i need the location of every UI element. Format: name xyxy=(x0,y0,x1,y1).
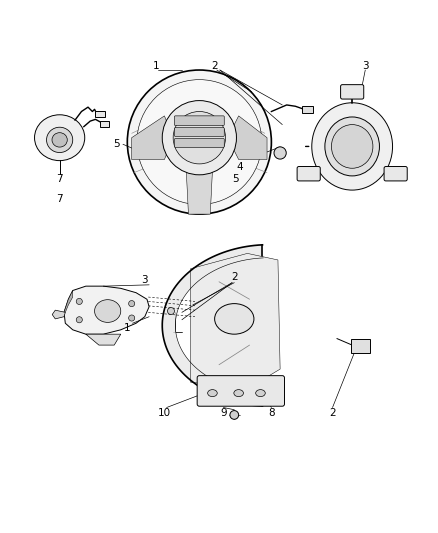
Text: 4: 4 xyxy=(237,162,243,172)
Text: 5: 5 xyxy=(113,139,120,149)
Text: 7: 7 xyxy=(57,194,63,204)
Text: 2: 2 xyxy=(329,408,336,418)
Text: 1: 1 xyxy=(152,61,159,71)
FancyBboxPatch shape xyxy=(100,121,110,127)
FancyBboxPatch shape xyxy=(297,166,320,181)
Circle shape xyxy=(230,410,239,419)
FancyBboxPatch shape xyxy=(95,111,106,117)
Ellipse shape xyxy=(256,390,265,397)
Text: 1: 1 xyxy=(124,322,131,333)
Ellipse shape xyxy=(234,390,244,397)
Polygon shape xyxy=(52,310,65,319)
Ellipse shape xyxy=(208,390,217,397)
Text: 5: 5 xyxy=(232,174,239,184)
FancyBboxPatch shape xyxy=(174,128,224,136)
Polygon shape xyxy=(186,171,212,214)
Ellipse shape xyxy=(325,117,379,176)
Circle shape xyxy=(137,79,262,205)
FancyBboxPatch shape xyxy=(384,166,407,181)
FancyBboxPatch shape xyxy=(174,139,224,147)
Polygon shape xyxy=(64,290,73,312)
Ellipse shape xyxy=(215,304,254,334)
Circle shape xyxy=(76,317,82,323)
FancyBboxPatch shape xyxy=(301,106,313,113)
Polygon shape xyxy=(64,286,149,334)
Ellipse shape xyxy=(35,115,85,160)
Ellipse shape xyxy=(332,125,373,168)
Ellipse shape xyxy=(312,103,392,190)
Text: 7: 7 xyxy=(57,174,63,184)
Polygon shape xyxy=(86,334,121,345)
Circle shape xyxy=(162,101,237,175)
FancyBboxPatch shape xyxy=(197,376,285,406)
Text: 8: 8 xyxy=(268,408,275,418)
Text: 3: 3 xyxy=(362,61,369,71)
Circle shape xyxy=(129,315,135,321)
Circle shape xyxy=(127,70,272,214)
Text: 9: 9 xyxy=(220,408,227,418)
Ellipse shape xyxy=(46,127,73,152)
Text: 3: 3 xyxy=(141,274,148,285)
Text: 2: 2 xyxy=(211,61,218,71)
FancyBboxPatch shape xyxy=(351,338,370,352)
FancyBboxPatch shape xyxy=(174,116,224,125)
Polygon shape xyxy=(162,245,263,406)
Circle shape xyxy=(129,301,135,306)
Circle shape xyxy=(167,308,174,314)
Ellipse shape xyxy=(52,133,67,147)
Text: 10: 10 xyxy=(158,408,171,418)
Text: 2: 2 xyxy=(231,272,237,282)
Ellipse shape xyxy=(95,300,121,322)
FancyBboxPatch shape xyxy=(341,85,364,99)
Circle shape xyxy=(76,298,82,304)
Circle shape xyxy=(173,111,226,164)
Polygon shape xyxy=(191,253,280,389)
Circle shape xyxy=(274,147,286,159)
Polygon shape xyxy=(228,116,267,159)
Polygon shape xyxy=(132,116,173,159)
